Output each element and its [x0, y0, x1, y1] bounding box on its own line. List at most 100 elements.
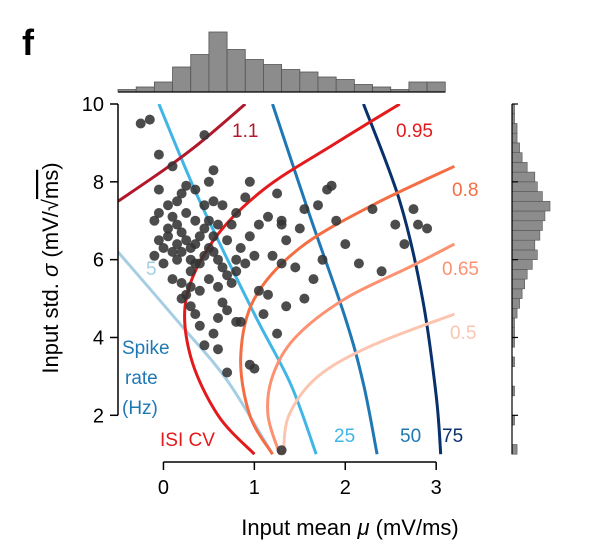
data-point	[199, 200, 210, 211]
data-point	[226, 278, 237, 288]
data-point	[185, 301, 196, 312]
right-histogram-bar	[511, 181, 538, 192]
data-point	[167, 211, 178, 222]
isi-cv-label: ISI CV	[160, 430, 215, 451]
data-point	[172, 254, 183, 265]
rate-contour-50	[271, 104, 379, 455]
isi-cv-contour-0-65	[266, 242, 456, 455]
x-tick-label: 2	[340, 477, 351, 499]
plot-area: 0 1 2 3 2 4 6 8 10 ISI CV Spike rate (Hz) 1.1 0.9…	[82, 94, 479, 499]
data-point	[199, 340, 210, 351]
data-point	[213, 344, 223, 355]
data-point	[167, 161, 178, 172]
data-point	[176, 278, 187, 288]
data-point	[217, 200, 228, 211]
top-histogram-bar	[317, 76, 337, 93]
isi-cv-label-0-8: 0.8	[452, 180, 478, 201]
right-histogram-bar	[511, 152, 523, 163]
top-histogram	[117, 31, 446, 93]
data-point	[294, 223, 305, 234]
x-axis-title: Input mean μ (mV/ms)	[241, 515, 458, 540]
data-point	[172, 219, 183, 230]
data-point	[181, 180, 192, 191]
data-point	[190, 184, 201, 195]
data-point	[213, 313, 223, 323]
data-point	[244, 176, 255, 187]
data-point	[153, 208, 164, 218]
data-point	[231, 208, 242, 218]
data-point	[353, 258, 364, 269]
isi-cv-label-1-1: 1.1	[232, 121, 258, 142]
isi-cv-label-0-5: 0.5	[450, 323, 476, 344]
x-axis-title-prefix: Input mean	[241, 515, 357, 540]
top-histogram-bar	[190, 54, 210, 93]
data-point	[308, 274, 319, 285]
right-histogram-bar	[511, 171, 536, 183]
y-axis-title-unit-inner: ms	[38, 170, 63, 199]
y-axis-title-unit-close: )	[38, 162, 63, 169]
right-histogram-bar	[511, 191, 543, 202]
x-tick-label: 0	[158, 477, 169, 499]
data-point	[199, 250, 210, 261]
data-point	[326, 180, 337, 191]
data-point	[167, 274, 178, 285]
rate-contour-75	[362, 104, 443, 455]
data-point	[263, 289, 273, 300]
rate-label-50: 50	[400, 426, 421, 447]
data-point	[299, 204, 310, 215]
right-histogram-bar	[511, 162, 528, 173]
data-point	[272, 188, 283, 199]
axes: 0 1 2 3 2 4 6 8 10	[82, 94, 442, 499]
data-point	[158, 258, 169, 269]
data-point	[231, 254, 242, 265]
data-point	[240, 192, 251, 203]
data-point	[190, 309, 201, 320]
data-point	[235, 316, 246, 327]
data-point	[249, 363, 260, 374]
data-point	[199, 223, 210, 234]
data-point	[213, 254, 223, 265]
y-axis-title-unit-open: (mV/	[38, 210, 63, 263]
right-histogram-bar	[511, 307, 518, 319]
right-histogram	[511, 103, 551, 455]
data-point	[276, 445, 287, 456]
data-point	[276, 219, 287, 230]
top-histogram-bar	[226, 49, 246, 93]
data-point	[203, 274, 214, 285]
data-point	[190, 215, 201, 226]
data-point	[203, 243, 214, 253]
data-point	[208, 231, 219, 242]
y-axis-title: Input std. σ (mV/√ms)	[38, 162, 63, 373]
data-point	[208, 196, 219, 207]
top-histogram-bar	[335, 79, 355, 93]
data-point	[176, 227, 187, 238]
data-point	[153, 235, 164, 246]
data-point	[144, 114, 155, 125]
x-axis-title-suffix: (mV/ms)	[370, 515, 459, 540]
data-point	[263, 211, 273, 222]
data-point	[172, 239, 183, 250]
right-histogram-bar	[511, 200, 551, 212]
data-point	[317, 254, 328, 265]
data-point	[163, 231, 173, 242]
data-point	[222, 305, 233, 316]
right-histogram-bar	[511, 220, 543, 231]
y-axis-title-prefix: Input std.	[38, 277, 63, 374]
data-point	[153, 149, 164, 160]
right-histogram-bar	[511, 123, 518, 134]
data-point	[185, 254, 196, 265]
top-histogram-bar	[263, 64, 283, 93]
rate-label-25: 25	[334, 426, 355, 447]
data-point	[213, 219, 223, 230]
data-point	[163, 200, 173, 211]
data-point	[313, 200, 323, 211]
x-tick-label: 3	[431, 477, 442, 499]
right-histogram-bar	[511, 210, 546, 222]
data-point	[208, 328, 219, 339]
rate-label-5: 5	[146, 259, 157, 280]
panel-letter: f	[22, 22, 35, 63]
data-point	[376, 266, 387, 277]
top-histogram-bar	[353, 84, 373, 93]
data-point	[185, 281, 196, 292]
data-point	[194, 258, 205, 269]
